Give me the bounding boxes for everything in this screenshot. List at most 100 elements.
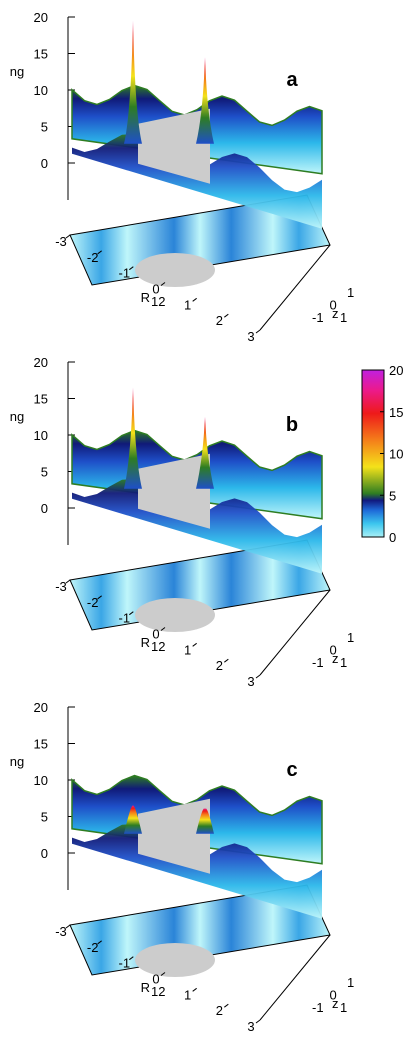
density-peak — [124, 20, 142, 144]
colorbar: 0 5 10 15 20 — [361, 363, 403, 545]
x-tick-mark — [255, 329, 261, 334]
y-axis-line — [259, 244, 331, 331]
x-axis-label: R — [141, 635, 150, 650]
x-tick-label: -3 — [55, 579, 67, 594]
colorbar-tick-label: 10 — [389, 447, 403, 462]
x-tick-label: 0 — [152, 972, 159, 987]
x-tick-label: 2 — [216, 658, 223, 673]
x-tick-label: -1 — [119, 956, 131, 971]
density-surface-front — [72, 478, 322, 574]
z-tick-label: 20 — [34, 700, 48, 715]
x-tick-mark — [129, 956, 134, 961]
density-peak — [124, 805, 142, 834]
x-tick-label: 1 — [184, 297, 191, 312]
y-axis-label: z — [332, 996, 339, 1011]
colorbar-tick-label: 15 — [389, 405, 403, 420]
y-tick-label: 0 — [330, 643, 337, 658]
y-axis-line — [259, 589, 331, 676]
x-tick-label: 3 — [247, 1019, 254, 1034]
x-tick-label: 2 — [216, 313, 223, 328]
x-tick-label: -2 — [87, 250, 99, 265]
z-tick-label: 10 — [34, 773, 48, 788]
z-tick-label: 5 — [41, 465, 48, 480]
x-axis-label: R — [141, 290, 150, 305]
panel-label: b — [286, 414, 298, 436]
panel-label: c — [286, 759, 297, 781]
colorbar-tick-label: 0 — [389, 530, 396, 545]
z-axis-label: ng — [10, 409, 24, 424]
density-surface-front — [72, 823, 322, 919]
z-tick-label: 20 — [34, 355, 48, 370]
x-tick-mark — [224, 313, 229, 318]
x-tick-mark — [65, 579, 71, 584]
y-axis-label-subscript: 1 — [340, 1000, 347, 1015]
x-axis-label-subscript: 12 — [151, 294, 165, 309]
x-axis-label-subscript: 12 — [151, 639, 165, 654]
x-tick-mark — [65, 234, 71, 239]
y-axis-label: z — [332, 306, 339, 321]
z-tick-label: 10 — [34, 83, 48, 98]
z-axis-label: ng — [10, 64, 24, 79]
x-tick-mark — [160, 282, 166, 286]
y-axis-label-subscript: 1 — [340, 655, 347, 670]
excluded-region-wall — [138, 108, 210, 184]
x-tick-label: -3 — [55, 234, 67, 249]
density-peak — [196, 57, 214, 144]
z-axis-label: ng — [10, 754, 24, 769]
density-peak — [196, 808, 214, 834]
z-tick-label: 0 — [41, 846, 48, 861]
z-tick-label: 15 — [34, 47, 48, 62]
y-tick-label: 0 — [330, 988, 337, 1003]
x-tick-label: -1 — [119, 611, 131, 626]
x-tick-mark — [97, 940, 102, 945]
z-tick-label: 0 — [41, 501, 48, 516]
x-tick-mark — [129, 611, 134, 616]
x-tick-mark — [129, 266, 134, 271]
z-tick-label: 20 — [34, 10, 48, 25]
panel-label: a — [286, 69, 298, 91]
x-tick-mark — [255, 1019, 261, 1024]
z-tick-label: 15 — [34, 392, 48, 407]
y-tick-label: 0 — [330, 298, 337, 313]
z-tick-label: 5 — [41, 120, 48, 135]
y-tick-label: -1 — [312, 655, 324, 670]
x-tick-label: 1 — [184, 642, 191, 657]
x-tick-label: -2 — [87, 940, 99, 955]
colorbar-tick-label: 5 — [389, 488, 396, 503]
x-tick-mark — [65, 924, 71, 929]
x-tick-label: -1 — [119, 266, 131, 281]
x-tick-label: 1 — [184, 987, 191, 1002]
x-tick-mark — [160, 972, 166, 976]
x-axis-label: R — [141, 980, 150, 995]
y-tick-label: -1 — [312, 1000, 324, 1015]
y-axis-line — [259, 934, 331, 1021]
z-tick-label: 10 — [34, 428, 48, 443]
x-axis-label-subscript: 12 — [151, 984, 165, 999]
excluded-region-wall — [138, 453, 210, 529]
density-peak — [196, 416, 214, 489]
x-tick-label: -3 — [55, 924, 67, 939]
z-tick-label: 0 — [41, 156, 48, 171]
floor-excluded-region — [135, 253, 215, 287]
y-tick-label: 1 — [347, 285, 354, 300]
x-tick-mark — [255, 674, 261, 679]
x-tick-mark — [192, 987, 197, 992]
x-tick-mark — [97, 250, 102, 255]
y-axis-label: z — [332, 651, 339, 666]
floor-excluded-region — [135, 598, 215, 632]
x-tick-label: -2 — [87, 595, 99, 610]
y-tick-label: 1 — [347, 630, 354, 645]
z-tick-label: 5 — [41, 810, 48, 825]
x-tick-mark — [97, 595, 102, 600]
x-tick-mark — [224, 1003, 229, 1008]
colorbar-tick-label: 20 — [389, 363, 403, 378]
x-tick-label: 0 — [152, 282, 159, 297]
x-tick-mark — [192, 642, 197, 647]
x-tick-label: 0 — [152, 627, 159, 642]
x-tick-label: 2 — [216, 1003, 223, 1018]
